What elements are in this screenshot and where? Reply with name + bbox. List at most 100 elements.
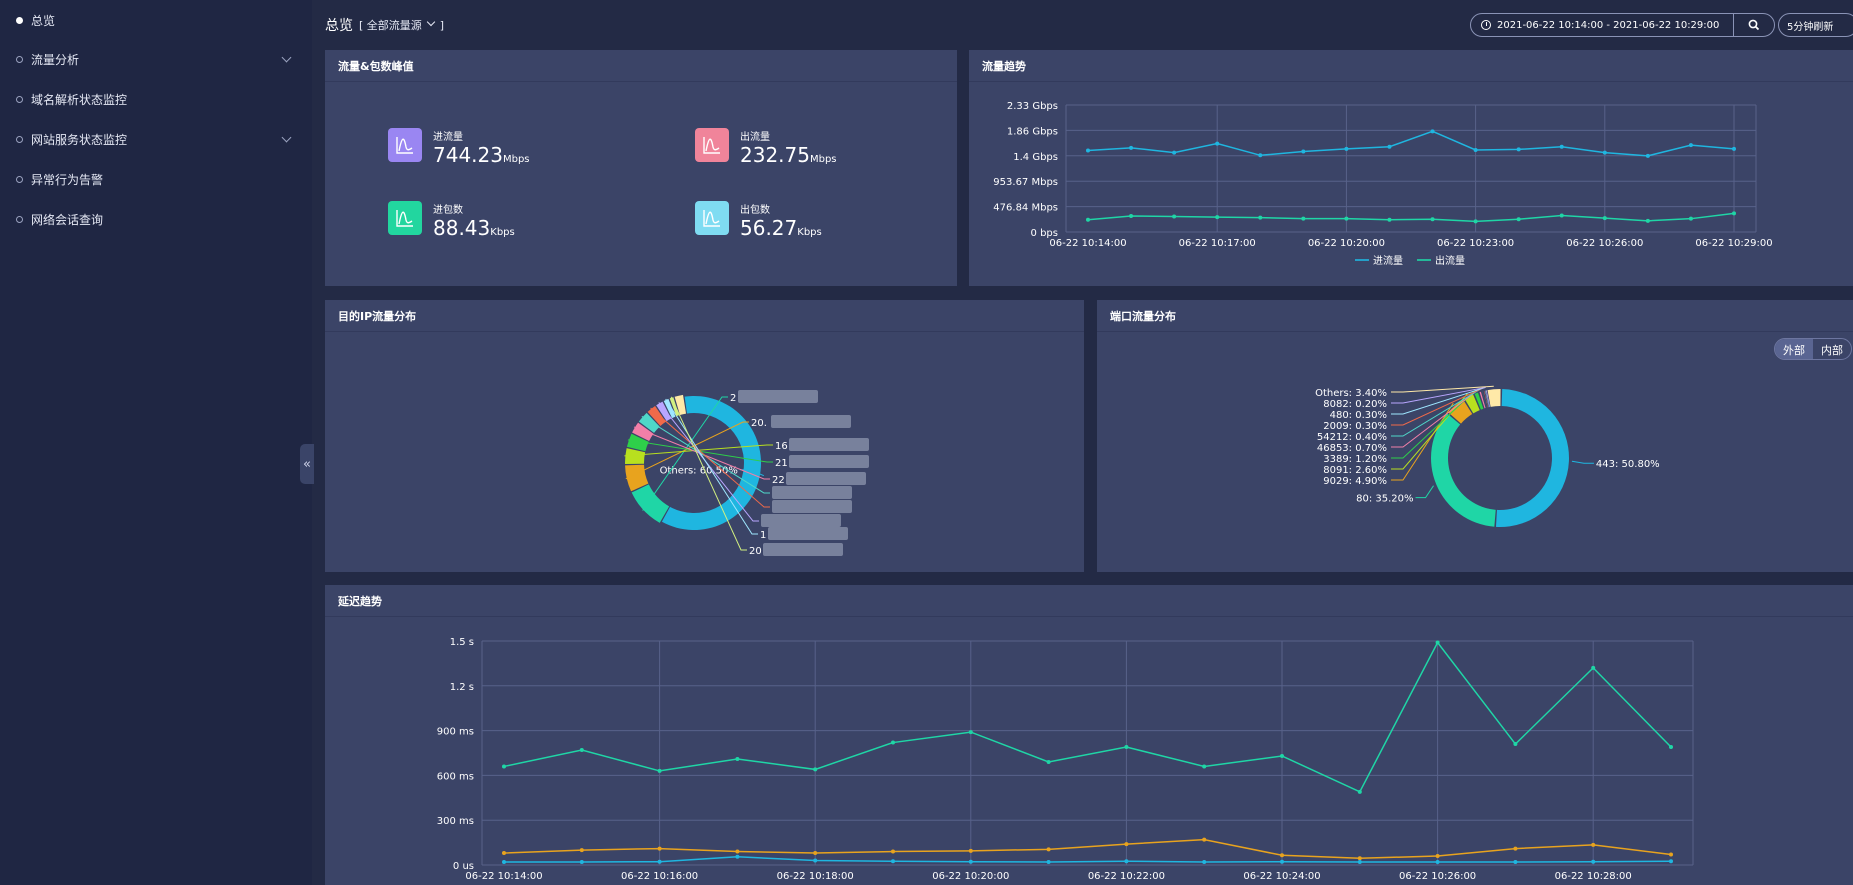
traffic-source-value: [ 全部流量源 [359, 19, 422, 32]
pie-slice [1495, 389, 1569, 527]
slice-label: 46853: 0.70% [1317, 443, 1387, 454]
x-tick-label: 06-22 10:26:00 [1566, 238, 1643, 249]
sidebar-item-web-service-monitor[interactable]: 网站服务状态监控 [0, 120, 312, 158]
slice-label: 22 [772, 475, 785, 486]
data-point [1591, 859, 1596, 864]
chevron-down-icon [426, 17, 436, 27]
redacted-label [768, 527, 848, 540]
data-point [1202, 764, 1207, 769]
sidebar-item-overview[interactable]: 总览 [0, 1, 312, 39]
slice-label: 3389: 1.20% [1323, 454, 1387, 465]
double-chevron-left-icon: « [303, 456, 311, 472]
data-point [1357, 856, 1362, 861]
data-point [813, 767, 818, 772]
slice-label: Others: 3.40% [1315, 388, 1387, 399]
traffic-trend-chart: 0 bps 476.84 Mbps 953.67 Mbps 1.4 Gbps 1.86 … [993, 101, 1772, 267]
x-tick-label: 06-22 10:20:00 [932, 871, 1009, 882]
data-point [735, 854, 740, 859]
label-leader [642, 396, 728, 511]
stat-in-packets: 进包数 88.43Kbps [388, 201, 515, 245]
data-point [1046, 860, 1051, 865]
pie-slice [1485, 390, 1490, 408]
data-point [1669, 852, 1673, 857]
sidebar-item-anomaly-alerts[interactable]: 异常行为告警 [0, 160, 312, 198]
x-tick-label: 06-22 10:17:00 [1179, 238, 1256, 249]
data-point [1280, 753, 1284, 758]
stat-label: 出包数 [740, 205, 770, 216]
data-point [1086, 217, 1090, 222]
data-point [968, 730, 973, 735]
y-tick-label: 0 bps [1031, 228, 1058, 239]
data-point [1435, 854, 1440, 859]
series-line [504, 856, 1672, 863]
peak-panel: 流量&包数峰值 进流量 744.23Mbps 出流量 232.75Mbps 进包… [325, 50, 957, 286]
data-point [1732, 146, 1736, 151]
label-leader [1391, 393, 1468, 470]
label-leader [1391, 390, 1476, 459]
x-tick-label: 06-22 10:29:00 [1695, 238, 1772, 249]
data-point [968, 848, 973, 853]
pie-slice [1464, 394, 1480, 414]
bullet-icon [16, 135, 23, 143]
page-title: 总览 [325, 18, 353, 34]
traffic-source-select[interactable]: [ 全部流量源] [359, 17, 444, 33]
toggle-internal[interactable]: 内部 [1821, 344, 1843, 357]
data-point [1430, 129, 1435, 134]
data-point [1202, 837, 1207, 842]
data-point [1435, 860, 1440, 865]
time-range-picker[interactable]: 2021-06-22 10:14:00 - 2021-06-22 10:29:0… [1470, 13, 1734, 37]
label-leader [658, 402, 759, 522]
data-point [735, 849, 740, 854]
label-leader [1391, 402, 1454, 481]
y-tick-label: 1.4 Gbps [1013, 152, 1058, 163]
data-point [579, 860, 584, 865]
data-point [1591, 842, 1596, 847]
x-tick-label: 06-22 10:24:00 [1243, 871, 1320, 882]
y-tick-label: 600 ms [437, 771, 474, 782]
slice-label: 2009: 0.30% [1323, 421, 1387, 432]
chevron-down-icon [281, 132, 292, 143]
sidebar-item-traffic-analysis[interactable]: 流量分析 [0, 40, 312, 78]
label-leader [1415, 485, 1434, 499]
pie-slice [1448, 399, 1473, 424]
sidebar: 总览 流量分析 域名解析状态监控 网站服务状态监控 异常行为告警 网络会话查询 [0, 0, 312, 885]
x-tick-label: 06-22 10:14:00 [465, 871, 542, 882]
data-point [1172, 150, 1177, 155]
data-point [1669, 745, 1673, 750]
series-line [1087, 212, 1735, 223]
label-leader [650, 407, 770, 508]
data-point [1387, 217, 1392, 222]
search-button[interactable] [1733, 13, 1775, 37]
slice-label: 8082: 0.20% [1323, 399, 1387, 410]
stat-unit: Kbps [797, 227, 822, 238]
sidebar-item-session-query[interactable]: 网络会话查询 [0, 200, 312, 238]
panel-title: 端口流量分布 [1097, 300, 1853, 332]
data-point [1732, 211, 1736, 216]
port-pie-chart: 443: 50.80% 80: 35.20% 9029: 4.90%8091: 2.… [1315, 385, 1660, 527]
redacted-label [761, 514, 841, 527]
scope-toggle: 外部 内部 [1774, 338, 1852, 360]
series-line [503, 838, 1672, 860]
search-icon [1748, 19, 1760, 31]
stat-unit: Kbps [490, 227, 515, 238]
sidebar-collapse-button[interactable]: « [300, 444, 314, 484]
refresh-interval-select[interactable]: 5分钟刷新 [1778, 13, 1853, 37]
data-point [1430, 217, 1435, 222]
chart-wave-icon [695, 128, 729, 162]
sidebar-item-dns-monitor[interactable]: 域名解析状态监控 [0, 80, 312, 118]
data-point [1688, 143, 1693, 148]
pie-slice [656, 401, 672, 422]
redacted-label [789, 455, 869, 468]
data-point [579, 748, 584, 753]
y-tick-label: 953.67 Mbps [993, 177, 1058, 188]
chevron-down-icon [281, 52, 292, 63]
series-line [1087, 130, 1735, 157]
data-point [1086, 148, 1090, 153]
data-point [1516, 147, 1521, 152]
pie-slice [669, 397, 680, 417]
data-point [813, 858, 818, 863]
legend-label: 进流量 [1373, 254, 1403, 267]
traffic-trend-panel: 流量趋势 0 bps 476.84 Mbps 953.67 Mbps 1.4 Gbps… [969, 50, 1853, 286]
data-point [1124, 842, 1129, 847]
toggle-external[interactable]: 外部 [1775, 339, 1813, 359]
